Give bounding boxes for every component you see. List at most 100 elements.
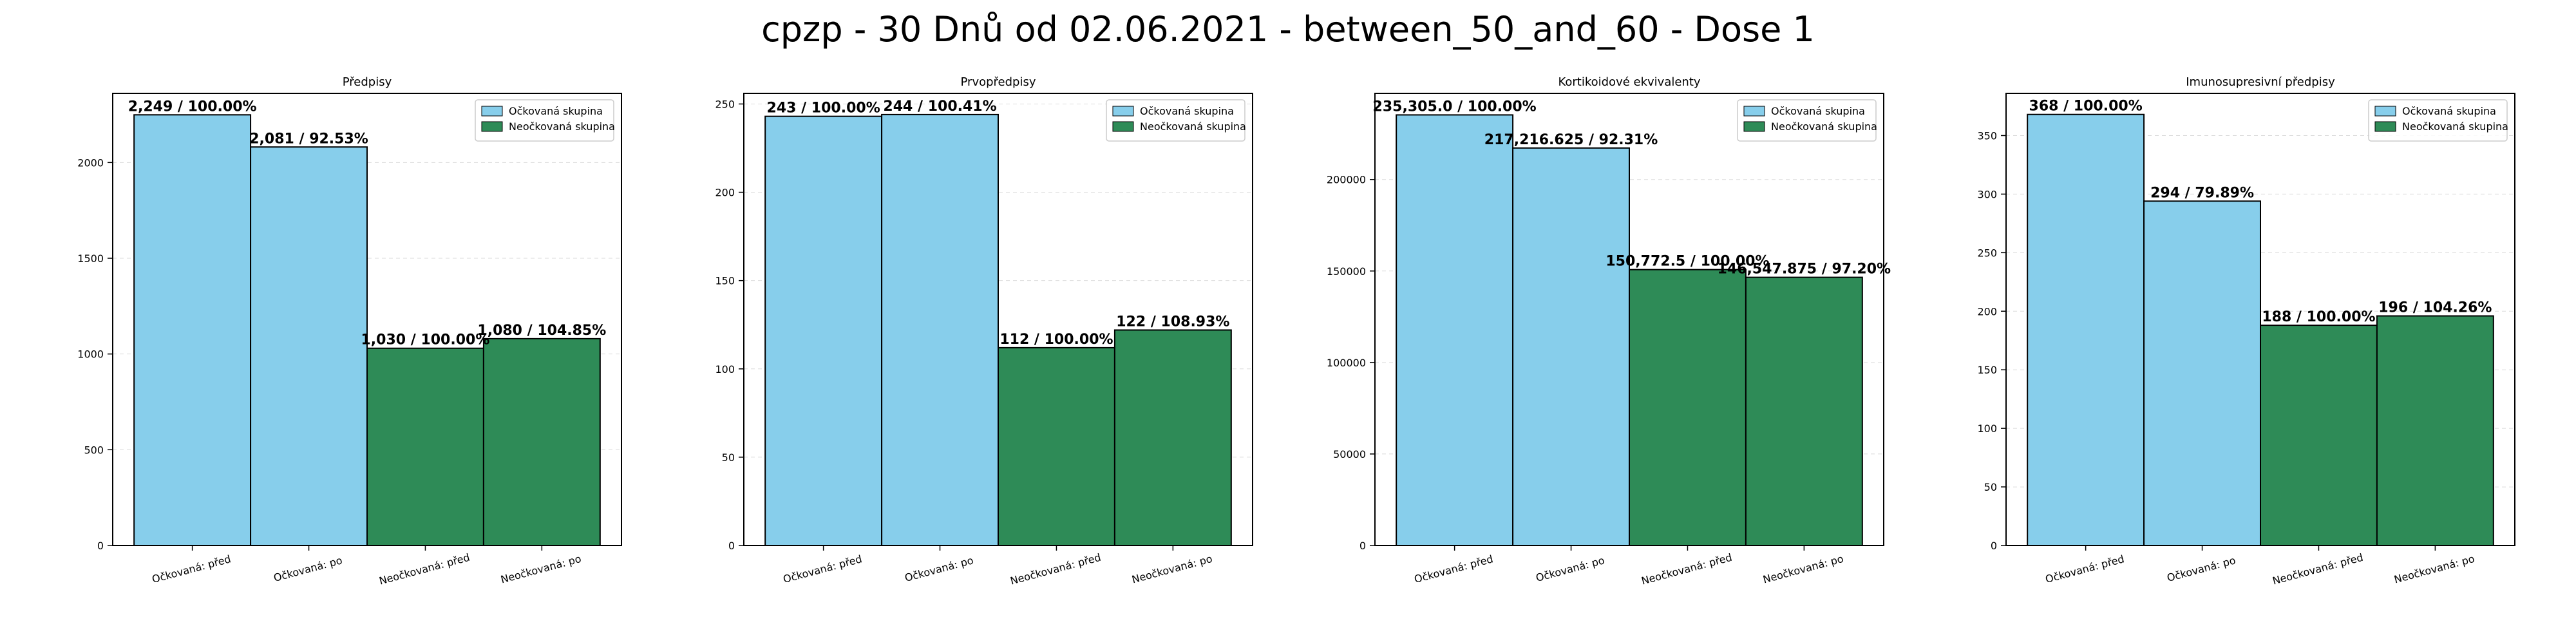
subplot-title: Imunosupresivní předpisy — [2186, 75, 2335, 89]
bar — [998, 346, 1115, 546]
x-tick-label: Neočkovaná: před — [1640, 551, 1734, 587]
y-tick-label: 1500 — [77, 252, 104, 265]
legend-swatch — [1743, 106, 1765, 117]
bar — [1745, 276, 1863, 546]
axes-frame — [112, 93, 622, 546]
bar-value-label: 150,772.5 / 100.00% — [1605, 254, 1769, 270]
x-tick-label: Neočkovaná: před — [1009, 551, 1103, 587]
legend-swatch — [1112, 106, 1134, 117]
y-tick-label: 0 — [728, 540, 735, 552]
legend-swatch — [1112, 121, 1134, 132]
bar-value-label: 122 / 108.93% — [1116, 314, 1229, 330]
axes-frame — [743, 93, 1253, 546]
bar — [2143, 200, 2262, 547]
bar — [2027, 113, 2145, 546]
legend-box — [475, 99, 614, 142]
y-tick-label: 250 — [715, 98, 735, 110]
legend-box — [1737, 99, 1877, 142]
y-tick-label: 150 — [1977, 364, 1997, 376]
y-tick-label: 0 — [1991, 540, 1997, 552]
x-tick-label: Očkovaná: po — [1535, 554, 1606, 584]
y-tick-label: 100000 — [1327, 357, 1366, 369]
legend-swatch — [2374, 106, 2396, 117]
bar — [482, 337, 601, 546]
bar — [250, 146, 368, 546]
bar-value-label: 196 / 104.26% — [2378, 300, 2492, 316]
subplot-title: Prvopředpisy — [961, 75, 1036, 89]
legend-swatch — [1743, 121, 1765, 132]
y-tick-label: 350 — [1977, 129, 1997, 142]
x-tick-label: Očkovaná: před — [151, 553, 232, 585]
y-tick-label: 1000 — [77, 348, 104, 361]
bar — [1113, 329, 1232, 546]
bar-value-label: 368 / 100.00% — [2029, 99, 2143, 115]
y-tick-label: 100 — [715, 363, 735, 375]
bar — [1629, 269, 1747, 546]
bar-value-label: 188 / 100.00% — [2262, 309, 2375, 325]
bar-value-label: 243 / 100.00% — [767, 100, 880, 117]
x-tick-label: Neočkovaná: po — [2392, 553, 2476, 586]
legend-label: Neočkovaná skupina — [509, 120, 615, 133]
axes-frame — [1374, 93, 1884, 546]
bar-value-label: 1,080 / 104.85% — [477, 323, 606, 339]
bar — [133, 114, 252, 546]
legend-swatch — [2374, 121, 2396, 132]
bar — [881, 113, 999, 546]
y-tick-label: 50000 — [1333, 448, 1366, 460]
x-tick-label: Neočkovaná: po — [499, 553, 582, 586]
y-tick-label: 200 — [715, 187, 735, 199]
legend-label: Očkovaná skupina — [1140, 105, 1234, 117]
y-tick-label: 150000 — [1327, 265, 1366, 278]
bar-value-label: 2,081 / 92.53% — [249, 131, 368, 147]
bar-value-label: 112 / 100.00% — [999, 332, 1113, 348]
y-tick-label: 150 — [715, 275, 735, 287]
y-tick-label: 100 — [1977, 422, 1997, 435]
legend-label: Očkovaná skupina — [1771, 105, 1865, 117]
x-tick-label: Očkovaná: před — [2044, 553, 2126, 585]
x-tick-label: Očkovaná: po — [904, 554, 975, 584]
bar — [2260, 325, 2378, 546]
bar-value-label: 294 / 79.89% — [2150, 185, 2254, 201]
x-tick-label: Neočkovaná: po — [1130, 553, 1213, 586]
bar — [1512, 147, 1631, 547]
y-tick-label: 2000 — [77, 156, 104, 169]
bar-value-label: 235,305.0 / 100.00% — [1373, 99, 1537, 115]
y-tick-label: 300 — [1977, 188, 1997, 200]
axes-frame — [2005, 93, 2515, 546]
legend-label: Neočkovaná skupina — [1771, 120, 1877, 133]
bar — [2376, 315, 2494, 546]
legend-box — [1106, 99, 1245, 142]
bar — [366, 347, 484, 546]
subplot-title: Kortikoidové ekvivalenty — [1558, 75, 1700, 89]
bar-value-label: 146,547.875 / 97.20% — [1718, 261, 1891, 278]
bar — [1396, 114, 1514, 546]
x-tick-label: Očkovaná: po — [2166, 554, 2237, 584]
y-tick-label: 200000 — [1327, 174, 1366, 186]
x-tick-label: Neočkovaná: před — [2271, 551, 2365, 587]
y-tick-label: 200 — [1977, 305, 1997, 317]
x-tick-label: Očkovaná: po — [272, 554, 344, 584]
bar — [764, 115, 883, 546]
y-tick-label: 50 — [1984, 481, 1997, 493]
subplot-title: Předpisy — [343, 75, 392, 89]
y-tick-label: 0 — [1359, 540, 1366, 552]
legend-label: Očkovaná skupina — [2402, 105, 2496, 117]
x-tick-label: Neočkovaná: před — [378, 551, 471, 587]
legend-label: Neočkovaná skupina — [2402, 120, 2508, 133]
legend-swatch — [481, 121, 503, 132]
y-tick-label: 50 — [722, 451, 735, 464]
x-tick-label: Očkovaná: před — [782, 553, 864, 585]
legend-box — [2368, 99, 2508, 142]
bar-value-label: 217,216.625 / 92.31% — [1484, 132, 1658, 148]
legend-label: Neočkovaná skupina — [1140, 120, 1246, 133]
bar-value-label: 2,249 / 100.00% — [128, 99, 257, 115]
x-tick-label: Očkovaná: před — [1413, 553, 1495, 585]
legend-label: Očkovaná skupina — [509, 105, 603, 117]
y-tick-label: 250 — [1977, 247, 1997, 259]
bar-value-label: 1,030 / 100.00% — [361, 332, 490, 348]
figure-title: cpzp - 30 Dnů od 02.06.2021 - between_50… — [761, 9, 1815, 50]
bar-value-label: 244 / 100.41% — [883, 99, 996, 115]
y-tick-label: 0 — [97, 540, 104, 552]
legend-swatch — [481, 106, 503, 117]
